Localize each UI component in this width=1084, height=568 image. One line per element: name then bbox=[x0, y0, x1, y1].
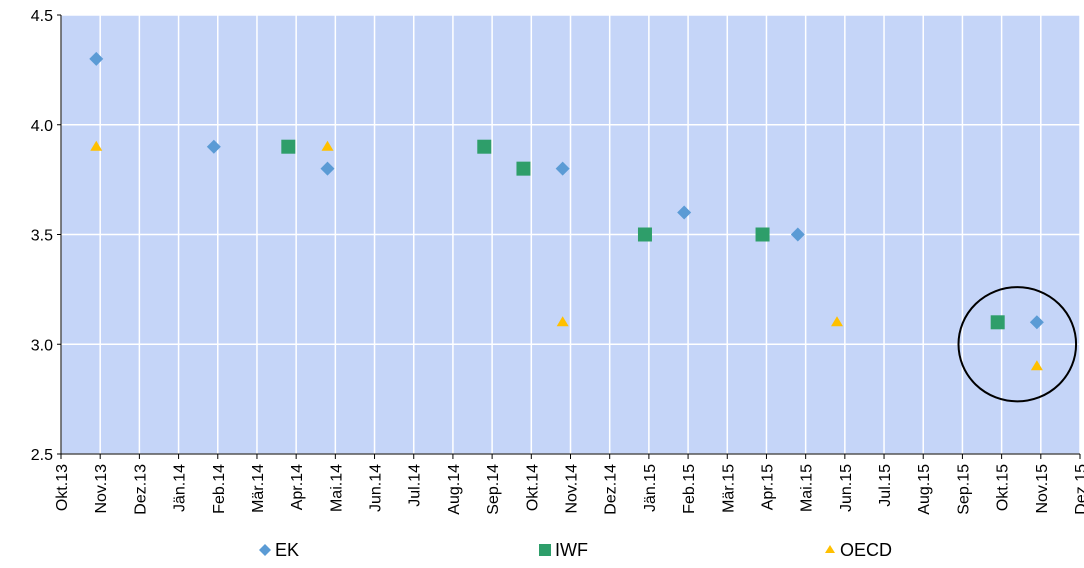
data-points bbox=[89, 51, 1044, 371]
legend-item-iwf: IWF bbox=[539, 540, 588, 560]
x-tick-label: Apr.15 bbox=[759, 464, 776, 510]
x-tick-label: Nov.14 bbox=[564, 464, 581, 514]
legend-label-ek: EK bbox=[275, 540, 299, 560]
iwf-point bbox=[755, 227, 770, 242]
x-tick-label: Feb.15 bbox=[681, 464, 698, 514]
x-tick-label: Dez.13 bbox=[132, 464, 149, 515]
x-tick-label: Dez.14 bbox=[603, 464, 620, 515]
series-ek bbox=[89, 51, 1044, 330]
x-tick-label: Okt.14 bbox=[524, 464, 541, 511]
x-tick-label: Feb.14 bbox=[211, 464, 228, 514]
oecd-point bbox=[90, 140, 103, 151]
x-tick-label: Mai.15 bbox=[799, 464, 816, 512]
x-tick-label: Okt.15 bbox=[995, 464, 1012, 511]
x-tick-label: Mär.14 bbox=[250, 464, 267, 513]
annotations bbox=[957, 286, 1078, 403]
iwf-point bbox=[990, 315, 1005, 330]
x-tick-label: Jun.14 bbox=[368, 464, 385, 512]
ek-point bbox=[206, 139, 221, 154]
x-tick-label: Dez.15 bbox=[1073, 464, 1084, 515]
ek-point bbox=[555, 161, 570, 176]
ek-point bbox=[790, 227, 805, 242]
legend-marker-oecd bbox=[825, 545, 835, 553]
highlight-circle bbox=[957, 286, 1078, 403]
legend-label-oecd: OECD bbox=[840, 540, 892, 560]
legend-label-iwf: IWF bbox=[555, 540, 588, 560]
x-tick-label: Mär.15 bbox=[720, 464, 737, 513]
x-tick-label: Jul.15 bbox=[877, 464, 894, 507]
y-tick-label: 3.5 bbox=[31, 228, 53, 245]
x-tick-label: Jul.14 bbox=[407, 464, 424, 507]
x-tick-label: Sep.15 bbox=[955, 464, 972, 515]
oecd-point bbox=[556, 316, 569, 327]
oecd-point bbox=[1030, 360, 1043, 371]
legend-item-ek: EK bbox=[259, 540, 299, 560]
iwf-point bbox=[281, 139, 296, 154]
x-tick-label: Mai.14 bbox=[328, 464, 345, 512]
x-tick-label: Nov.15 bbox=[1034, 464, 1051, 514]
y-tick-label: 4.0 bbox=[31, 118, 53, 135]
legend-marker-iwf bbox=[539, 544, 551, 556]
ek-point bbox=[320, 161, 335, 176]
series-iwf bbox=[281, 139, 1005, 330]
x-axis-tick-labels: Okt.13 Nov.13 Dez.13 Jän.14 Feb.14 Mär.14 Apr.… bbox=[54, 464, 1084, 515]
ek-point bbox=[1029, 315, 1044, 330]
oecd-point bbox=[321, 140, 334, 151]
x-tick-label: Jun.15 bbox=[838, 464, 855, 512]
iwf-point bbox=[516, 161, 531, 176]
x-tick-label: Sep.14 bbox=[485, 464, 502, 515]
gridlines bbox=[60, 14, 1081, 455]
iwf-point bbox=[477, 139, 492, 154]
y-tick-label: 4.5 bbox=[31, 8, 53, 25]
x-tick-label: Jän.15 bbox=[642, 464, 659, 512]
x-tick-label: Nov.13 bbox=[93, 464, 110, 514]
x-tick-label: Aug.15 bbox=[916, 464, 933, 515]
x-tick-label: Okt.13 bbox=[54, 464, 71, 511]
iwf-point bbox=[637, 227, 652, 242]
oecd-point bbox=[831, 316, 844, 327]
series-oecd bbox=[90, 140, 1043, 371]
legend-marker-ek bbox=[259, 544, 271, 556]
legend-item-oecd: OECD bbox=[825, 540, 892, 560]
x-tick-label: Aug.14 bbox=[446, 464, 463, 515]
axes bbox=[57, 14, 1081, 459]
y-axis-tick-labels: 2.5 3.0 3.5 4.0 4.5 bbox=[31, 8, 53, 464]
ek-point bbox=[89, 51, 104, 66]
y-tick-label: 3.0 bbox=[31, 337, 53, 354]
x-tick-label: Apr.14 bbox=[289, 464, 306, 510]
ek-point bbox=[677, 205, 692, 220]
y-tick-label: 2.5 bbox=[31, 447, 53, 464]
x-tick-label: Jän.14 bbox=[172, 464, 189, 512]
legend: EK IWF OECD bbox=[259, 540, 892, 560]
